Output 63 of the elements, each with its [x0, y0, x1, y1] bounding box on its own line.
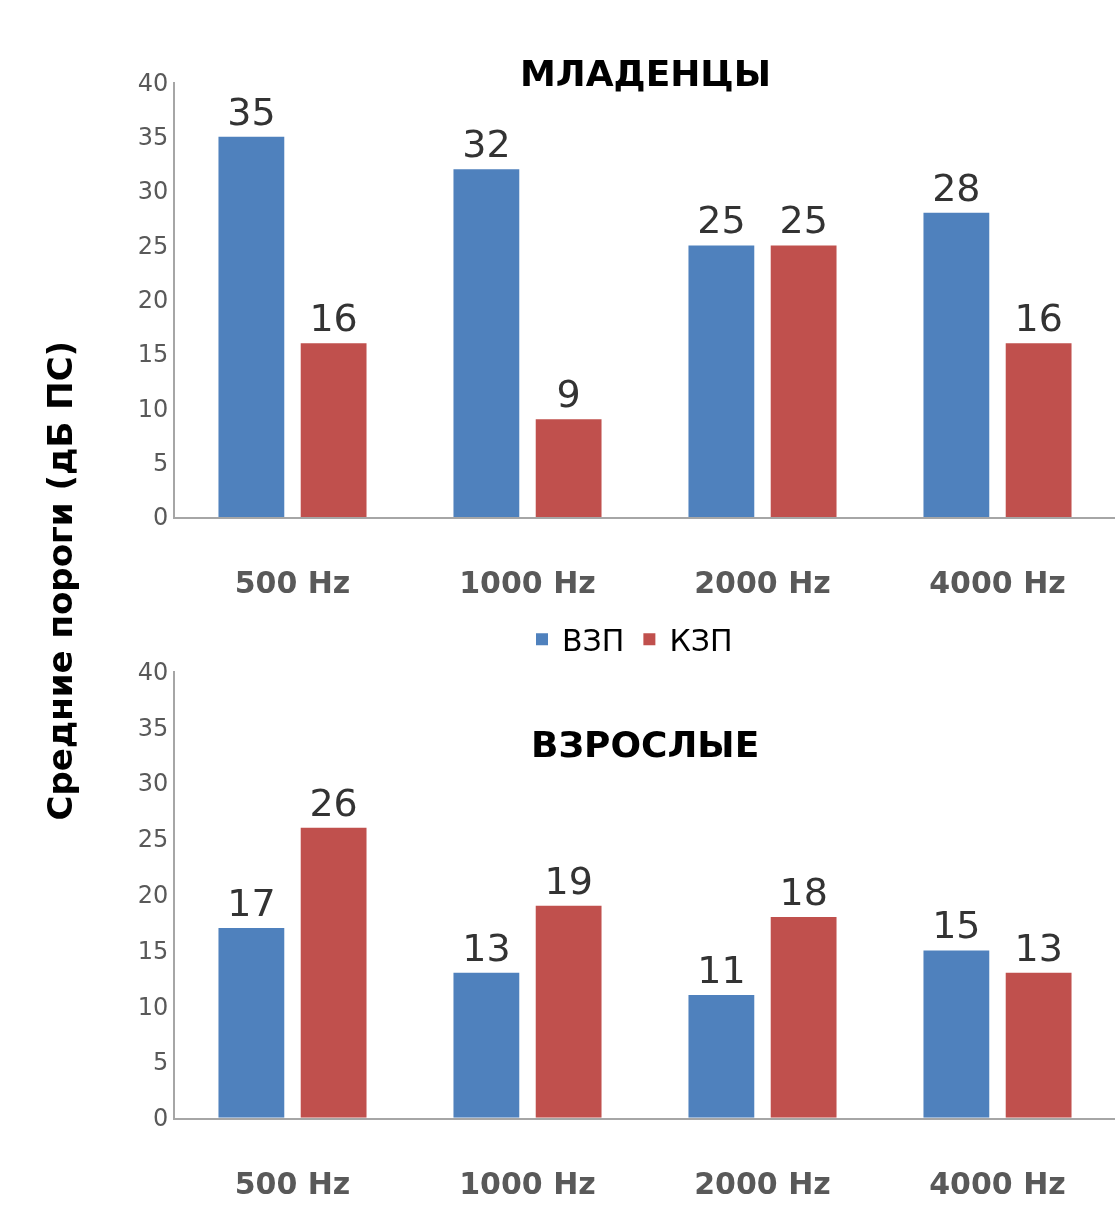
- y-tick-label: 10: [137, 992, 169, 1021]
- data-label: 17: [227, 881, 276, 926]
- bar: [1005, 972, 1072, 1118]
- text: ВЗРОСЛЫЕ: [531, 724, 760, 765]
- data-label: 16: [309, 296, 358, 341]
- bar: [535, 419, 602, 518]
- y-tick-label: 30: [137, 769, 169, 798]
- data-label: 26: [309, 780, 358, 825]
- bar: [453, 169, 520, 518]
- data-label: 25: [697, 198, 746, 243]
- chart-title: МЛАДЕНЦЫ: [520, 53, 772, 94]
- data-label: 18: [779, 869, 828, 914]
- y-tick-label: 25: [137, 825, 169, 854]
- y-tick-label: 0: [152, 503, 169, 532]
- bar: [218, 136, 285, 518]
- x-tick-label: 2000 Hz: [694, 1165, 831, 1201]
- x-tick-label: 1000 Hz: [459, 1165, 596, 1201]
- bar: [770, 916, 837, 1118]
- y-tick-label: 25: [137, 231, 169, 260]
- y-tick-label: 5: [152, 449, 169, 478]
- x-tick-label: 500 Hz: [234, 1165, 351, 1201]
- y-tick-label: 15: [137, 936, 169, 965]
- y-axis-title: Средние пороги (дБ ПС): [40, 340, 81, 821]
- legend-label: КЗП: [669, 622, 733, 658]
- x-tick-label: 4000 Hz: [929, 1165, 1066, 1201]
- data-label: 9: [556, 372, 581, 417]
- bar: [1005, 343, 1072, 518]
- data-label: 11: [697, 948, 746, 993]
- bar: [688, 995, 755, 1118]
- y-tick-label: 40: [137, 657, 169, 686]
- x-tick-label: 1000 Hz: [459, 565, 596, 601]
- bar: [300, 343, 367, 518]
- data-label: 32: [462, 122, 511, 167]
- bar: [770, 245, 837, 518]
- y-tick-label: 20: [137, 286, 169, 315]
- bar: [923, 212, 990, 518]
- data-label: 16: [1014, 296, 1063, 341]
- bar: [218, 928, 285, 1118]
- data-label: 13: [462, 925, 511, 970]
- data-label: 35: [227, 89, 276, 134]
- y-tick-label: 20: [137, 880, 169, 909]
- data-label: 28: [932, 165, 981, 210]
- bar: [535, 905, 602, 1118]
- y-tick-label: 0: [152, 1104, 169, 1133]
- y-tick-label: 35: [137, 713, 169, 742]
- x-tick-label: 500 Hz: [234, 565, 351, 601]
- y-tick-label: 30: [137, 177, 169, 206]
- y-tick-label: 15: [137, 340, 169, 369]
- bar: [688, 245, 755, 518]
- legend-label: ВЗП: [562, 622, 625, 658]
- data-label: 25: [779, 198, 828, 243]
- bar: [300, 827, 367, 1118]
- bar: [453, 972, 520, 1118]
- y-tick-label: 5: [152, 1048, 169, 1077]
- data-label: 13: [1014, 925, 1063, 970]
- bar: [923, 950, 990, 1118]
- data-label: 15: [932, 903, 981, 948]
- x-tick-label: 2000 Hz: [694, 565, 831, 601]
- x-tick-label: 4000 Hz: [929, 565, 1066, 601]
- data-label: 19: [544, 858, 593, 903]
- y-tick-label: 10: [137, 394, 169, 423]
- y-tick-label: 40: [137, 68, 169, 97]
- y-tick-label: 35: [137, 123, 169, 152]
